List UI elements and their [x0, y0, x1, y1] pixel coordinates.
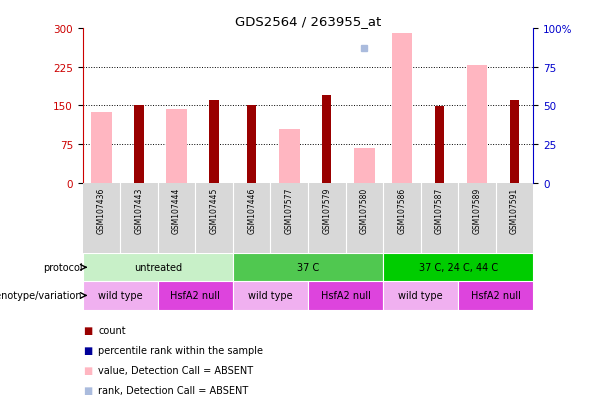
Text: count: count — [98, 325, 126, 335]
Text: ■: ■ — [83, 325, 92, 335]
Text: GSM107589: GSM107589 — [473, 187, 481, 233]
Bar — [134, 106, 144, 183]
Bar — [322, 96, 332, 183]
Bar — [210, 101, 219, 183]
Text: wild type: wild type — [398, 291, 443, 301]
Text: GSM107436: GSM107436 — [97, 187, 106, 233]
Text: wild type: wild type — [98, 291, 143, 301]
Text: GSM107587: GSM107587 — [435, 187, 444, 233]
Text: value, Detection Call = ABSENT: value, Detection Call = ABSENT — [98, 365, 253, 375]
Text: GSM107580: GSM107580 — [360, 187, 369, 233]
Text: 37 C, 24 C, 44 C: 37 C, 24 C, 44 C — [419, 263, 498, 273]
Bar — [383, 282, 458, 310]
Text: HsfA2 null: HsfA2 null — [321, 291, 370, 301]
Bar — [354, 148, 375, 183]
Text: GSM107586: GSM107586 — [397, 187, 406, 233]
Text: percentile rank within the sample: percentile rank within the sample — [98, 345, 263, 355]
Bar — [392, 34, 412, 183]
Text: GSM107443: GSM107443 — [135, 187, 143, 233]
Bar — [466, 66, 487, 183]
Text: ■: ■ — [83, 345, 92, 355]
Text: GSM107445: GSM107445 — [210, 187, 219, 233]
Text: genotype/variation: genotype/variation — [0, 291, 82, 301]
Text: ■: ■ — [83, 365, 92, 375]
Bar — [458, 282, 533, 310]
Text: untreated: untreated — [134, 263, 182, 273]
Text: GSM107591: GSM107591 — [510, 187, 519, 233]
Text: HsfA2 null: HsfA2 null — [170, 291, 220, 301]
Bar — [510, 101, 519, 183]
Text: rank, Detection Call = ABSENT: rank, Detection Call = ABSENT — [98, 385, 248, 395]
Text: GSM107446: GSM107446 — [247, 187, 256, 233]
Bar — [383, 254, 533, 282]
Text: GSM107444: GSM107444 — [172, 187, 181, 233]
Bar — [247, 106, 256, 183]
Bar — [435, 107, 444, 183]
Bar — [233, 282, 308, 310]
Bar — [83, 282, 158, 310]
Bar — [83, 254, 233, 282]
Text: ■: ■ — [83, 385, 92, 395]
Text: wild type: wild type — [248, 291, 293, 301]
Bar — [308, 282, 383, 310]
Bar — [233, 254, 383, 282]
Bar — [279, 129, 300, 183]
Text: GSM107577: GSM107577 — [285, 187, 294, 233]
Text: GSM107579: GSM107579 — [322, 187, 331, 233]
Bar — [158, 282, 233, 310]
Bar — [91, 112, 112, 183]
Text: protocol: protocol — [43, 263, 82, 273]
Title: GDS2564 / 263955_at: GDS2564 / 263955_at — [235, 15, 381, 28]
Text: 37 C: 37 C — [297, 263, 319, 273]
Text: HsfA2 null: HsfA2 null — [471, 291, 520, 301]
Bar — [166, 110, 187, 183]
